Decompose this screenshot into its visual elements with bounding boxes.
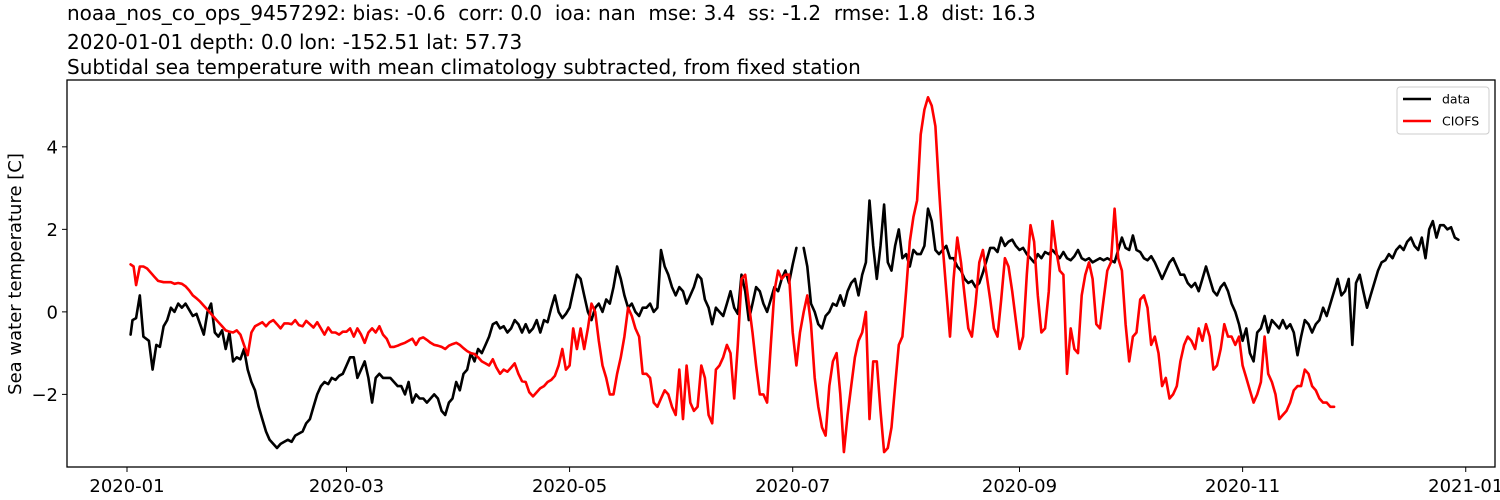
legend-label-ciofs: CIOFS <box>1442 114 1479 129</box>
y-tick-label: 0 <box>47 302 58 323</box>
legend: data CIOFS <box>1396 86 1490 135</box>
chart-title-stats: noaa_nos_co_ops_9457292: bias: -0.6 corr… <box>67 1 1036 25</box>
y-tick-label: −2 <box>31 385 58 406</box>
series-line-data <box>802 199 1460 363</box>
series-line-data <box>129 246 798 450</box>
x-tick-label: 2020-09 <box>982 476 1057 497</box>
x-tick-label: 2020-05 <box>532 476 607 497</box>
series-layer <box>129 96 1460 454</box>
y-axis: −2 0 2 4 <box>31 137 67 406</box>
x-tick-label: 2020-07 <box>755 476 830 497</box>
series-line-ciofs <box>129 96 1336 454</box>
x-tick-label: 2020-01 <box>89 476 164 497</box>
chart-title-location: 2020-01-01 depth: 0.0 lon: -152.51 lat: … <box>67 30 523 54</box>
x-tick-label: 2021-01 <box>1428 476 1500 497</box>
chart-title-description: Subtidal sea temperature with mean clima… <box>67 55 861 79</box>
plot-frame <box>66 79 1496 468</box>
y-tick-label: 2 <box>47 220 58 241</box>
x-tick-label: 2020-03 <box>309 476 384 497</box>
legend-label-data: data <box>1442 92 1470 107</box>
x-tick-label: 2020-11 <box>1205 476 1280 497</box>
x-axis: 2020-01 2020-03 2020-05 2020-07 2020-09 2020-… <box>89 467 1500 497</box>
y-tick-label: 4 <box>47 137 58 158</box>
y-axis-label: Sea water temperature [C] <box>5 153 26 395</box>
